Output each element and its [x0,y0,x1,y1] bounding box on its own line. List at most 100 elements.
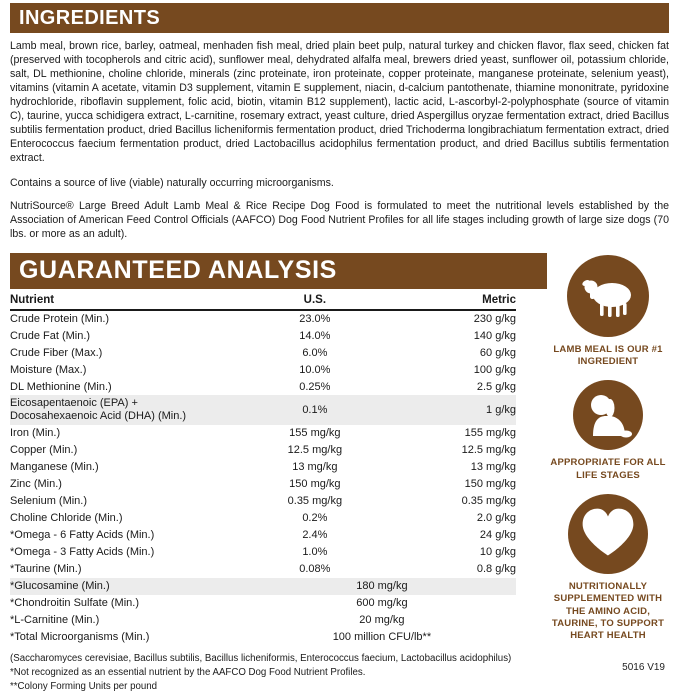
nutrient-metric-value: 2.5 g/kg [476,380,516,393]
nutrient-us-value: 150 mg/kg [289,478,341,491]
nutrient-us-value: 155 mg/kg [289,427,341,440]
nutrient-us-value: 0.2% [302,512,328,525]
nutrient-name: Moisture (Max.) [10,363,87,376]
nutrient-value: 600 mg/kg [356,597,408,610]
badge-heart-health-label: NUTRITIONALLY SUPPLEMENTED WITH THE AMIN… [551,581,665,642]
badge-heart-health: NUTRITIONALLY SUPPLEMENTED WITH THE AMIN… [549,494,667,643]
nutrient-name: Iron (Min.) [10,427,61,440]
lamb-icon [567,254,649,337]
nutrient-name: *Total Microorganisms (Min.) [10,631,150,644]
analysis-row: Crude Fiber (Max.) 6.0% 60 g/kg [10,345,516,362]
label-page: INGREDIENTS Lamb meal, brown rice, barle… [10,3,669,692]
ingredients-title: INGREDIENTS [19,6,161,29]
heart-icon [568,494,648,574]
footnote-cfu: **Colony Forming Units per pound [10,681,158,693]
aafco-statement: NutriSource® Large Breed Adult Lamb Meal… [10,199,669,240]
analysis-row: DL Methionine (Min.) 0.25% 2.5 g/kg [10,379,516,396]
nutrient-name: *Omega - 3 Fatty Acids (Min.) [10,546,155,559]
analysis-row: Moisture (Max.) 10.0% 100 g/kg [10,362,516,379]
guaranteed-analysis-title: GUARANTEED ANALYSIS [19,256,337,285]
nutrient-metric-value: 10 g/kg [479,546,516,559]
analysis-row: *L-Carnitine (Min.) 20 mg/kg [10,612,516,629]
ingredients-section: Lamb meal, brown rice, barley, oatmeal, … [10,40,669,242]
nutrient-name: *Glucosamine (Min.) [10,580,110,593]
nutrient-us-value: 14.0% [299,329,331,342]
badge-lamb-meal-label: LAMB MEAL IS OUR #1 INGREDIENT [553,343,663,367]
nutrient-metric-value: 140 g/kg [473,329,516,342]
nutrient-metric-value: 0.8 g/kg [476,563,516,576]
nutrient-us-value: 2.4% [302,529,328,542]
nutrient-metric-value: 1 g/kg [486,403,516,416]
analysis-table-head: Nutrient U.S. Metric [10,291,516,311]
analysis-row: Selenium (Min.) 0.35 mg/kg 0.35 mg/kg [10,493,516,510]
ingredients-list-text: Lamb meal, brown rice, barley, oatmeal, … [10,40,669,164]
nutrient-name: *Omega - 6 Fatty Acids (Min.) [10,529,155,542]
nutrient-metric-value: 150 mg/kg [464,478,516,491]
analysis-row: Copper (Min.) 12.5 mg/kg 12.5 mg/kg [10,442,516,459]
column-header-metric: Metric [381,291,516,311]
nutrient-name: Choline Chloride (Min.) [10,512,123,525]
nutrient-metric-value: 13 mg/kg [470,461,516,474]
nutrient-name: Selenium (Min.) [10,495,88,508]
analysis-row: Zinc (Min.) 150 mg/kg 150 mg/kg [10,476,516,493]
nutrient-name: Manganese (Min.) [10,461,99,474]
nutrient-value: 180 mg/kg [356,580,408,593]
nutrient-us-value: 0.08% [299,563,331,576]
column-header-us: U.S. [247,291,382,311]
analysis-row: *Omega - 6 Fatty Acids (Min.) 2.4% 24 g/kg [10,527,516,544]
nutrient-name: *L-Carnitine (Min.) [10,614,100,627]
nutrient-value: 20 mg/kg [359,614,405,627]
microorganisms-note: Contains a source of live (viable) natur… [10,176,334,189]
badge-lamb-meal: LAMB MEAL IS OUR #1 INGREDIENT [549,254,667,369]
analysis-row: Crude Fat (Min.) 14.0% 140 g/kg [10,328,516,345]
badge-life-stages-label: APPROPRIATE FOR ALL LIFE STAGES [550,457,666,481]
analysis-row: *Total Microorganisms (Min.) 100 million … [10,629,516,646]
analysis-row: Crude Protein (Min.) 23.0% 230 g/kg [10,310,516,328]
nutrient-name: Zinc (Min.) [10,478,62,491]
analysis-row: *Chondroitin Sulfate (Min.) 600 mg/kg [10,595,516,612]
analysis-row: *Omega - 3 Fatty Acids (Min.) 1.0% 10 g/kg [10,544,516,561]
nutrient-metric-value: 100 g/kg [473,363,516,376]
nutrient-metric-value: 0.35 mg/kg [461,495,516,508]
nutrient-us-value: 1.0% [302,546,328,559]
nutrient-value: 100 million CFU/lb** [332,631,432,644]
analysis-row: Manganese (Min.) 13 mg/kg 13 mg/kg [10,459,516,476]
nutrient-us-value: 12.5 mg/kg [287,444,343,457]
analysis-row: Iron (Min.) 155 mg/kg 155 mg/kg [10,425,516,442]
nutrient-metric-value: 60 g/kg [479,346,516,359]
nutrient-metric-value: 2.0 g/kg [476,512,516,525]
analysis-row: Eicosapentaenoic (EPA) + Docosahexaenoic… [10,395,516,426]
analysis-row: Choline Chloride (Min.) 0.2% 2.0 g/kg [10,510,516,527]
ingredients-header-bar: INGREDIENTS [10,3,669,33]
nutrient-name: *Taurine (Min.) [10,563,82,576]
nutrient-us-value: 23.0% [299,312,331,325]
analysis-table-body: Crude Protein (Min.) 23.0% 230 g/kg Crude F… [10,310,516,646]
nutrient-name: Copper (Min.) [10,444,78,457]
guaranteed-analysis-header-bar: GUARANTEED ANALYSIS [10,252,547,289]
puppy-icon [573,380,643,451]
guaranteed-analysis-section: GUARANTEED ANALYSIS Nutrient U.S. Metric… [10,252,547,695]
nutrient-us-value: 10.0% [299,363,331,376]
nutrient-us-value: 0.25% [299,380,331,393]
nutrient-metric-value: 24 g/kg [479,529,516,542]
nutrient-name: Crude Protein (Min.) [10,312,110,325]
analysis-table: Nutrient U.S. Metric Crude Protein (Min.… [10,291,516,646]
nutrient-name: Crude Fiber (Max.) [10,346,103,359]
nutrient-metric-value: 230 g/kg [473,312,516,325]
nutrient-metric-value: 12.5 mg/kg [461,444,516,457]
lower-region: GUARANTEED ANALYSIS Nutrient U.S. Metric… [10,252,669,695]
footnote-not-recognized: *Not recognized as an essential nutrient… [10,667,366,679]
footnote-species: (Saccharomyces cerevisiae, Bacillus subt… [10,653,512,664]
column-header-nutrient: Nutrient [10,291,248,311]
product-code: 5016 V19 [622,662,665,673]
nutrient-name: DL Methionine (Min.) [10,380,112,393]
nutrient-name: *Chondroitin Sulfate (Min.) [10,597,140,610]
analysis-row: *Glucosamine (Min.) 180 mg/kg [10,578,516,596]
footnotes-block: (Saccharomyces cerevisiae, Bacillus subt… [10,653,516,693]
badge-life-stages: APPROPRIATE FOR ALL LIFE STAGES [549,380,667,482]
nutrient-us-value: 0.35 mg/kg [287,495,343,508]
benefit-badges-column: LAMB MEAL IS OUR #1 INGREDIENT APPROPR [547,253,669,695]
nutrient-metric-value: 155 mg/kg [464,427,516,440]
nutrient-us-value: 13 mg/kg [292,461,338,474]
nutrient-name: Crude Fat (Min.) [10,329,91,342]
